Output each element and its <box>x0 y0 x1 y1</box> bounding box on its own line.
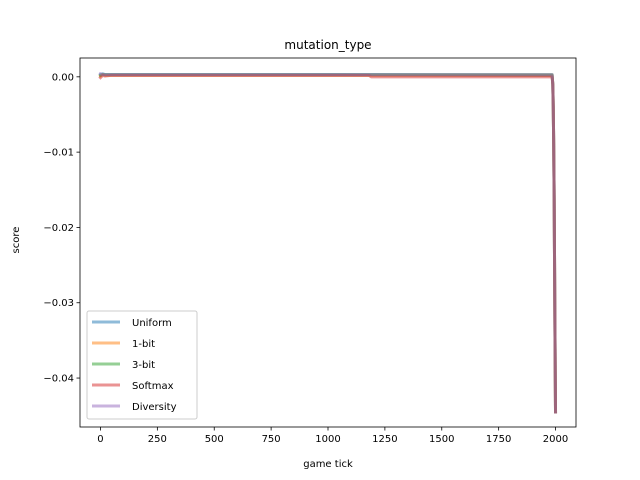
x-tick-label: 1750 <box>486 434 511 445</box>
y-tick-label: 0.00 <box>52 72 74 83</box>
legend-box <box>86 310 198 420</box>
y-axis-label: score <box>11 227 22 254</box>
axes-layer: 0 250 500 750 1000 1250 1500 1750 2000 0.00 −0.01 −… <box>43 57 577 445</box>
x-tick-label: 250 <box>148 434 167 445</box>
x-tick-label: 0 <box>97 434 103 445</box>
legend-label-diversity: Diversity <box>132 402 177 413</box>
legend-label-3-bit: 3-bit <box>132 360 155 371</box>
y-tick-label: −0.02 <box>43 223 74 234</box>
x-tick-label: 1250 <box>372 434 397 445</box>
x-tick-label: 750 <box>262 434 281 445</box>
x-tick-label: 500 <box>205 434 224 445</box>
legend-label-softmax: Softmax <box>132 381 174 392</box>
x-axis-label: game tick <box>303 459 353 470</box>
legend: Uniform 1-bit 3-bit Softmax Diversity <box>86 310 198 420</box>
legend-label-1-bit: 1-bit <box>132 339 155 350</box>
y-tick-label: −0.01 <box>43 148 74 159</box>
x-tick-label: 1000 <box>315 434 340 445</box>
series-line-diversity <box>98 71 558 414</box>
x-tick-label: 2000 <box>543 434 568 445</box>
y-tick-label: −0.04 <box>43 374 74 385</box>
x-tick-label: 1500 <box>429 434 454 445</box>
legend-label-uniform: Uniform <box>132 318 172 329</box>
series-layer <box>98 71 558 414</box>
y-tick-label: −0.03 <box>43 298 74 309</box>
chart-title: mutation_type <box>284 38 371 52</box>
